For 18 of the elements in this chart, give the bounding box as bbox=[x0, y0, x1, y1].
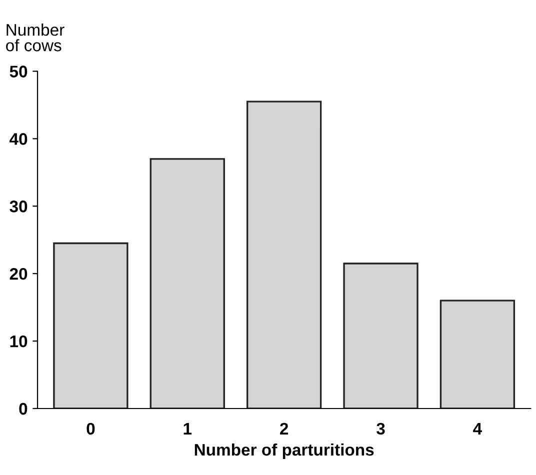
y-tick-label: 0 bbox=[19, 402, 28, 415]
x-tick-label: 3 bbox=[376, 422, 385, 435]
y-tick-label: 50 bbox=[10, 66, 28, 78]
x-tick-label: 4 bbox=[473, 423, 482, 434]
bar bbox=[150, 158, 225, 408]
bar bbox=[53, 242, 128, 408]
y-tick-label: 40 bbox=[10, 133, 28, 145]
x-tick-label: 1 bbox=[184, 423, 192, 434]
bar bbox=[440, 300, 516, 408]
x-tick-label: 2 bbox=[280, 422, 288, 434]
y-axis-title: Number of cows bbox=[6, 24, 64, 52]
bar bbox=[246, 100, 322, 408]
x-tick-label: 0 bbox=[86, 422, 95, 435]
y-tick-label: 30 bbox=[10, 200, 28, 212]
y-tick-label: 10 bbox=[10, 335, 28, 348]
y-tick-label: 20 bbox=[10, 268, 28, 280]
bar bbox=[343, 262, 418, 408]
x-axis-title: Number of parturitions bbox=[194, 443, 374, 460]
